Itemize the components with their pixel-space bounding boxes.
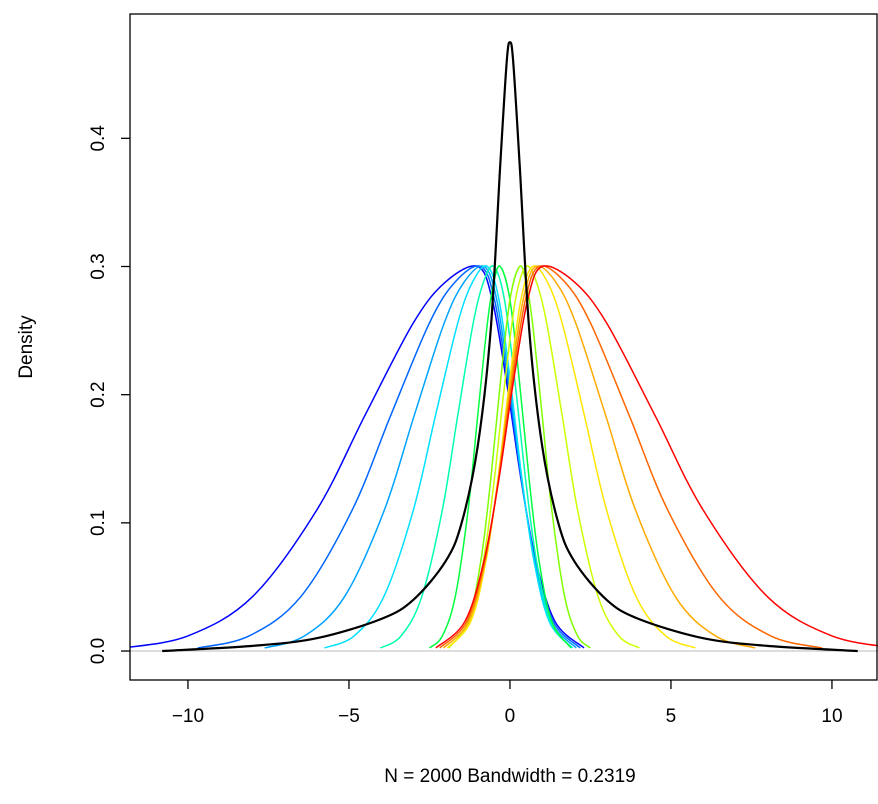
x-axis-label: N = 2000 Bandwidth = 0.2319: [384, 766, 635, 787]
y-tick-label: 0.1: [88, 510, 109, 536]
y-tick-label: 0.2: [88, 381, 109, 407]
y-tick-label: 0.4: [88, 125, 109, 152]
x-tick-label: 10: [821, 706, 842, 727]
y-tick-label: 0.0: [88, 638, 109, 664]
density-curve: [162, 41, 858, 653]
x-tick-label: 5: [666, 706, 677, 727]
x-tick-label: 0: [505, 706, 516, 727]
density-curve: [324, 265, 573, 649]
x-tick-label: −5: [338, 706, 360, 727]
plot-frame: [129, 13, 878, 681]
density-curve: [428, 265, 572, 649]
plot-area: [130, 41, 878, 653]
density-curve: [130, 265, 585, 649]
density-curve: [446, 265, 696, 649]
density-curve: [435, 265, 878, 649]
y-tick-label: 0.3: [88, 253, 109, 279]
y-axis-label: Density: [16, 315, 37, 379]
density-curve: [380, 265, 573, 649]
x-tick-label: −10: [172, 706, 204, 727]
